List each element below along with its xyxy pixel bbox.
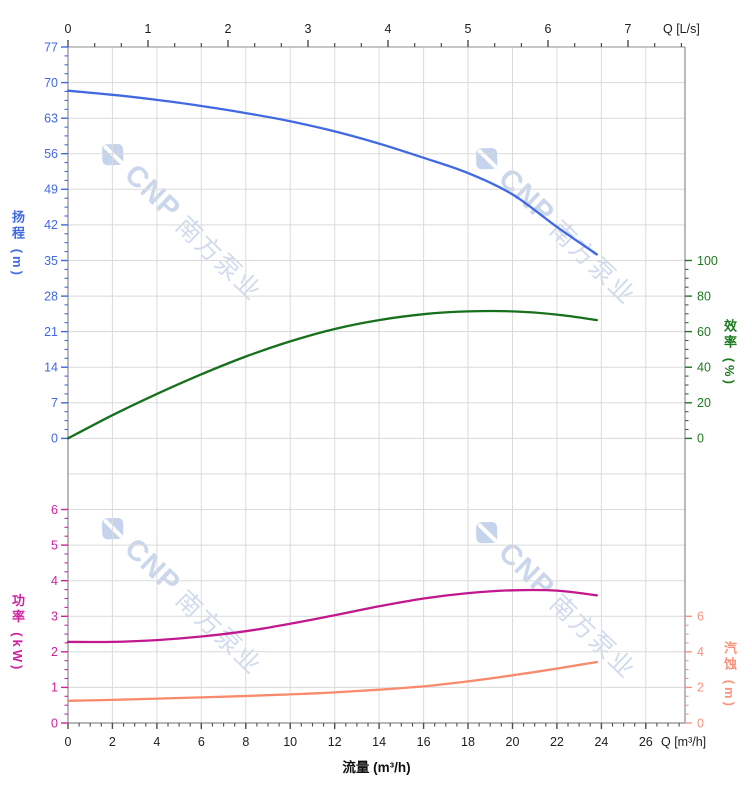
tick-label: 70 xyxy=(44,76,58,90)
tick-label: 6 xyxy=(51,503,58,517)
tick-label: 7 xyxy=(625,22,632,36)
tick-label: 80 xyxy=(697,289,711,303)
tick-label: 4 xyxy=(153,735,160,749)
tick-label: 7 xyxy=(51,396,58,410)
tick-label: 12 xyxy=(328,735,342,749)
tick-label: 5 xyxy=(51,538,58,552)
tick-label: 63 xyxy=(44,112,58,126)
tick-label: 10 xyxy=(283,735,297,749)
tick-label: 22 xyxy=(550,735,564,749)
power-curve xyxy=(66,588,599,644)
tick-label: 4 xyxy=(51,574,58,588)
power-axis: 6 5 4 3 2 1 0 xyxy=(51,503,68,730)
tick-label: 56 xyxy=(44,147,58,161)
head-curve xyxy=(66,89,599,256)
tick-label: 18 xyxy=(461,735,475,749)
tick-label: 5 xyxy=(465,22,472,36)
tick-label: 6 xyxy=(545,22,552,36)
tick-label: 20 xyxy=(697,396,711,410)
tick-label: 0 xyxy=(65,22,72,36)
tick-label: 16 xyxy=(417,735,431,749)
tick-label: 35 xyxy=(44,254,58,268)
tick-label: 40 xyxy=(697,361,711,375)
efficiency-axis: 100 80 60 40 20 0 xyxy=(685,254,718,446)
top-axis-unit-label: Q [L/s] xyxy=(663,22,700,36)
tick-label: 1 xyxy=(145,22,152,36)
npsh-curve xyxy=(66,660,599,702)
grid xyxy=(67,46,685,724)
efficiency-curve xyxy=(66,309,599,440)
tick-label: 3 xyxy=(51,610,58,624)
tick-label: 4 xyxy=(697,645,704,659)
tick-label: 0 xyxy=(65,735,72,749)
tick-label: 60 xyxy=(697,325,711,339)
tick-label: 0 xyxy=(697,432,704,446)
tick-label: 2 xyxy=(109,735,116,749)
plot-frame xyxy=(67,46,686,724)
tick-label: 24 xyxy=(594,735,608,749)
axis-title-head: 扬程 (m) xyxy=(10,210,25,278)
tick-label: 26 xyxy=(639,735,653,749)
tick-label: 20 xyxy=(506,735,520,749)
tick-label: 6 xyxy=(697,610,704,624)
tick-label: 42 xyxy=(44,218,58,232)
axis-title-efficiency: 效率 (%) xyxy=(722,319,737,387)
tick-label: 49 xyxy=(44,183,58,197)
tick-label: 2 xyxy=(51,645,58,659)
bottom-axis: 0 2 4 6 8 10 12 14 16 18 20 22 24 26 xyxy=(65,723,680,749)
tick-label: 0 xyxy=(51,432,58,446)
tick-label: 14 xyxy=(44,361,58,375)
tick-label: 8 xyxy=(242,735,249,749)
top-axis: 0 1 2 3 4 5 6 7 xyxy=(65,22,683,47)
tick-label: 14 xyxy=(372,735,386,749)
tick-label: 77 xyxy=(44,40,58,54)
axis-title-power: 功率 (kW) xyxy=(10,593,25,673)
tick-label: 2 xyxy=(697,681,704,695)
tick-label: 4 xyxy=(385,22,392,36)
npsh-axis: 6 4 2 0 xyxy=(685,610,704,730)
tick-label: 100 xyxy=(697,254,718,268)
tick-label: 6 xyxy=(198,735,205,749)
axis-title-npsh: 汽蚀 (m) xyxy=(722,641,737,709)
axis-title-flow: 流量 (m³/h) xyxy=(342,760,411,775)
bottom-axis-unit-label: Q [m³/h] xyxy=(661,735,707,749)
tick-label: 28 xyxy=(44,289,58,303)
tick-label: 1 xyxy=(51,681,58,695)
tick-label: 21 xyxy=(44,325,58,339)
tick-label: 3 xyxy=(305,22,312,36)
tick-label: 0 xyxy=(697,716,704,730)
tick-label: 0 xyxy=(51,716,58,730)
tick-label: 2 xyxy=(225,22,232,36)
